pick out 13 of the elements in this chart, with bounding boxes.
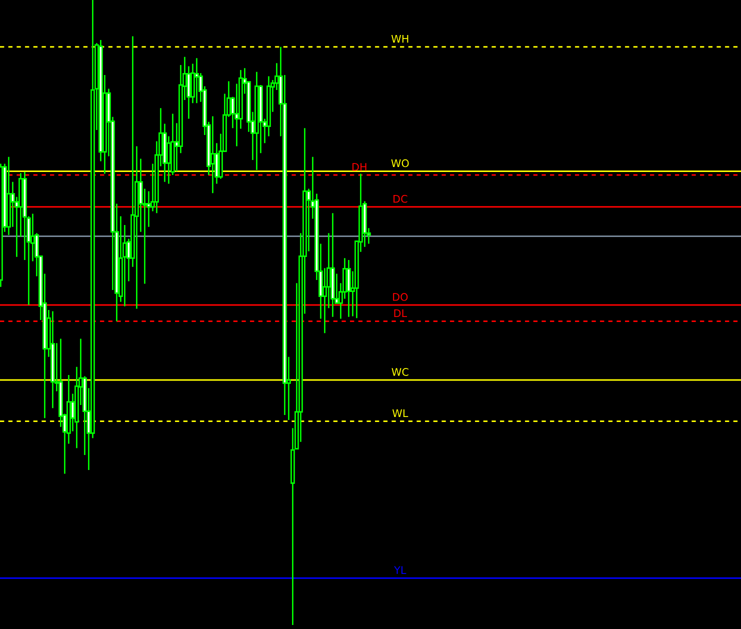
ref-line-label: WO bbox=[391, 159, 409, 168]
ref-line-label: DC bbox=[394, 194, 408, 203]
ref-line-label: DO bbox=[393, 293, 408, 301]
ref-line-label: WL bbox=[392, 409, 408, 417]
ref-line-label: DL bbox=[394, 309, 407, 317]
ref-line-label: WC bbox=[392, 368, 408, 376]
candlestick bbox=[194, 57, 199, 104]
candlestick bbox=[210, 116, 215, 194]
candlestick bbox=[346, 259, 351, 318]
ref-line-label: YL bbox=[394, 566, 406, 574]
ref-line-label: WH bbox=[391, 35, 408, 43]
candlestick bbox=[166, 136, 171, 184]
ref-line-label: DH bbox=[352, 163, 366, 171]
